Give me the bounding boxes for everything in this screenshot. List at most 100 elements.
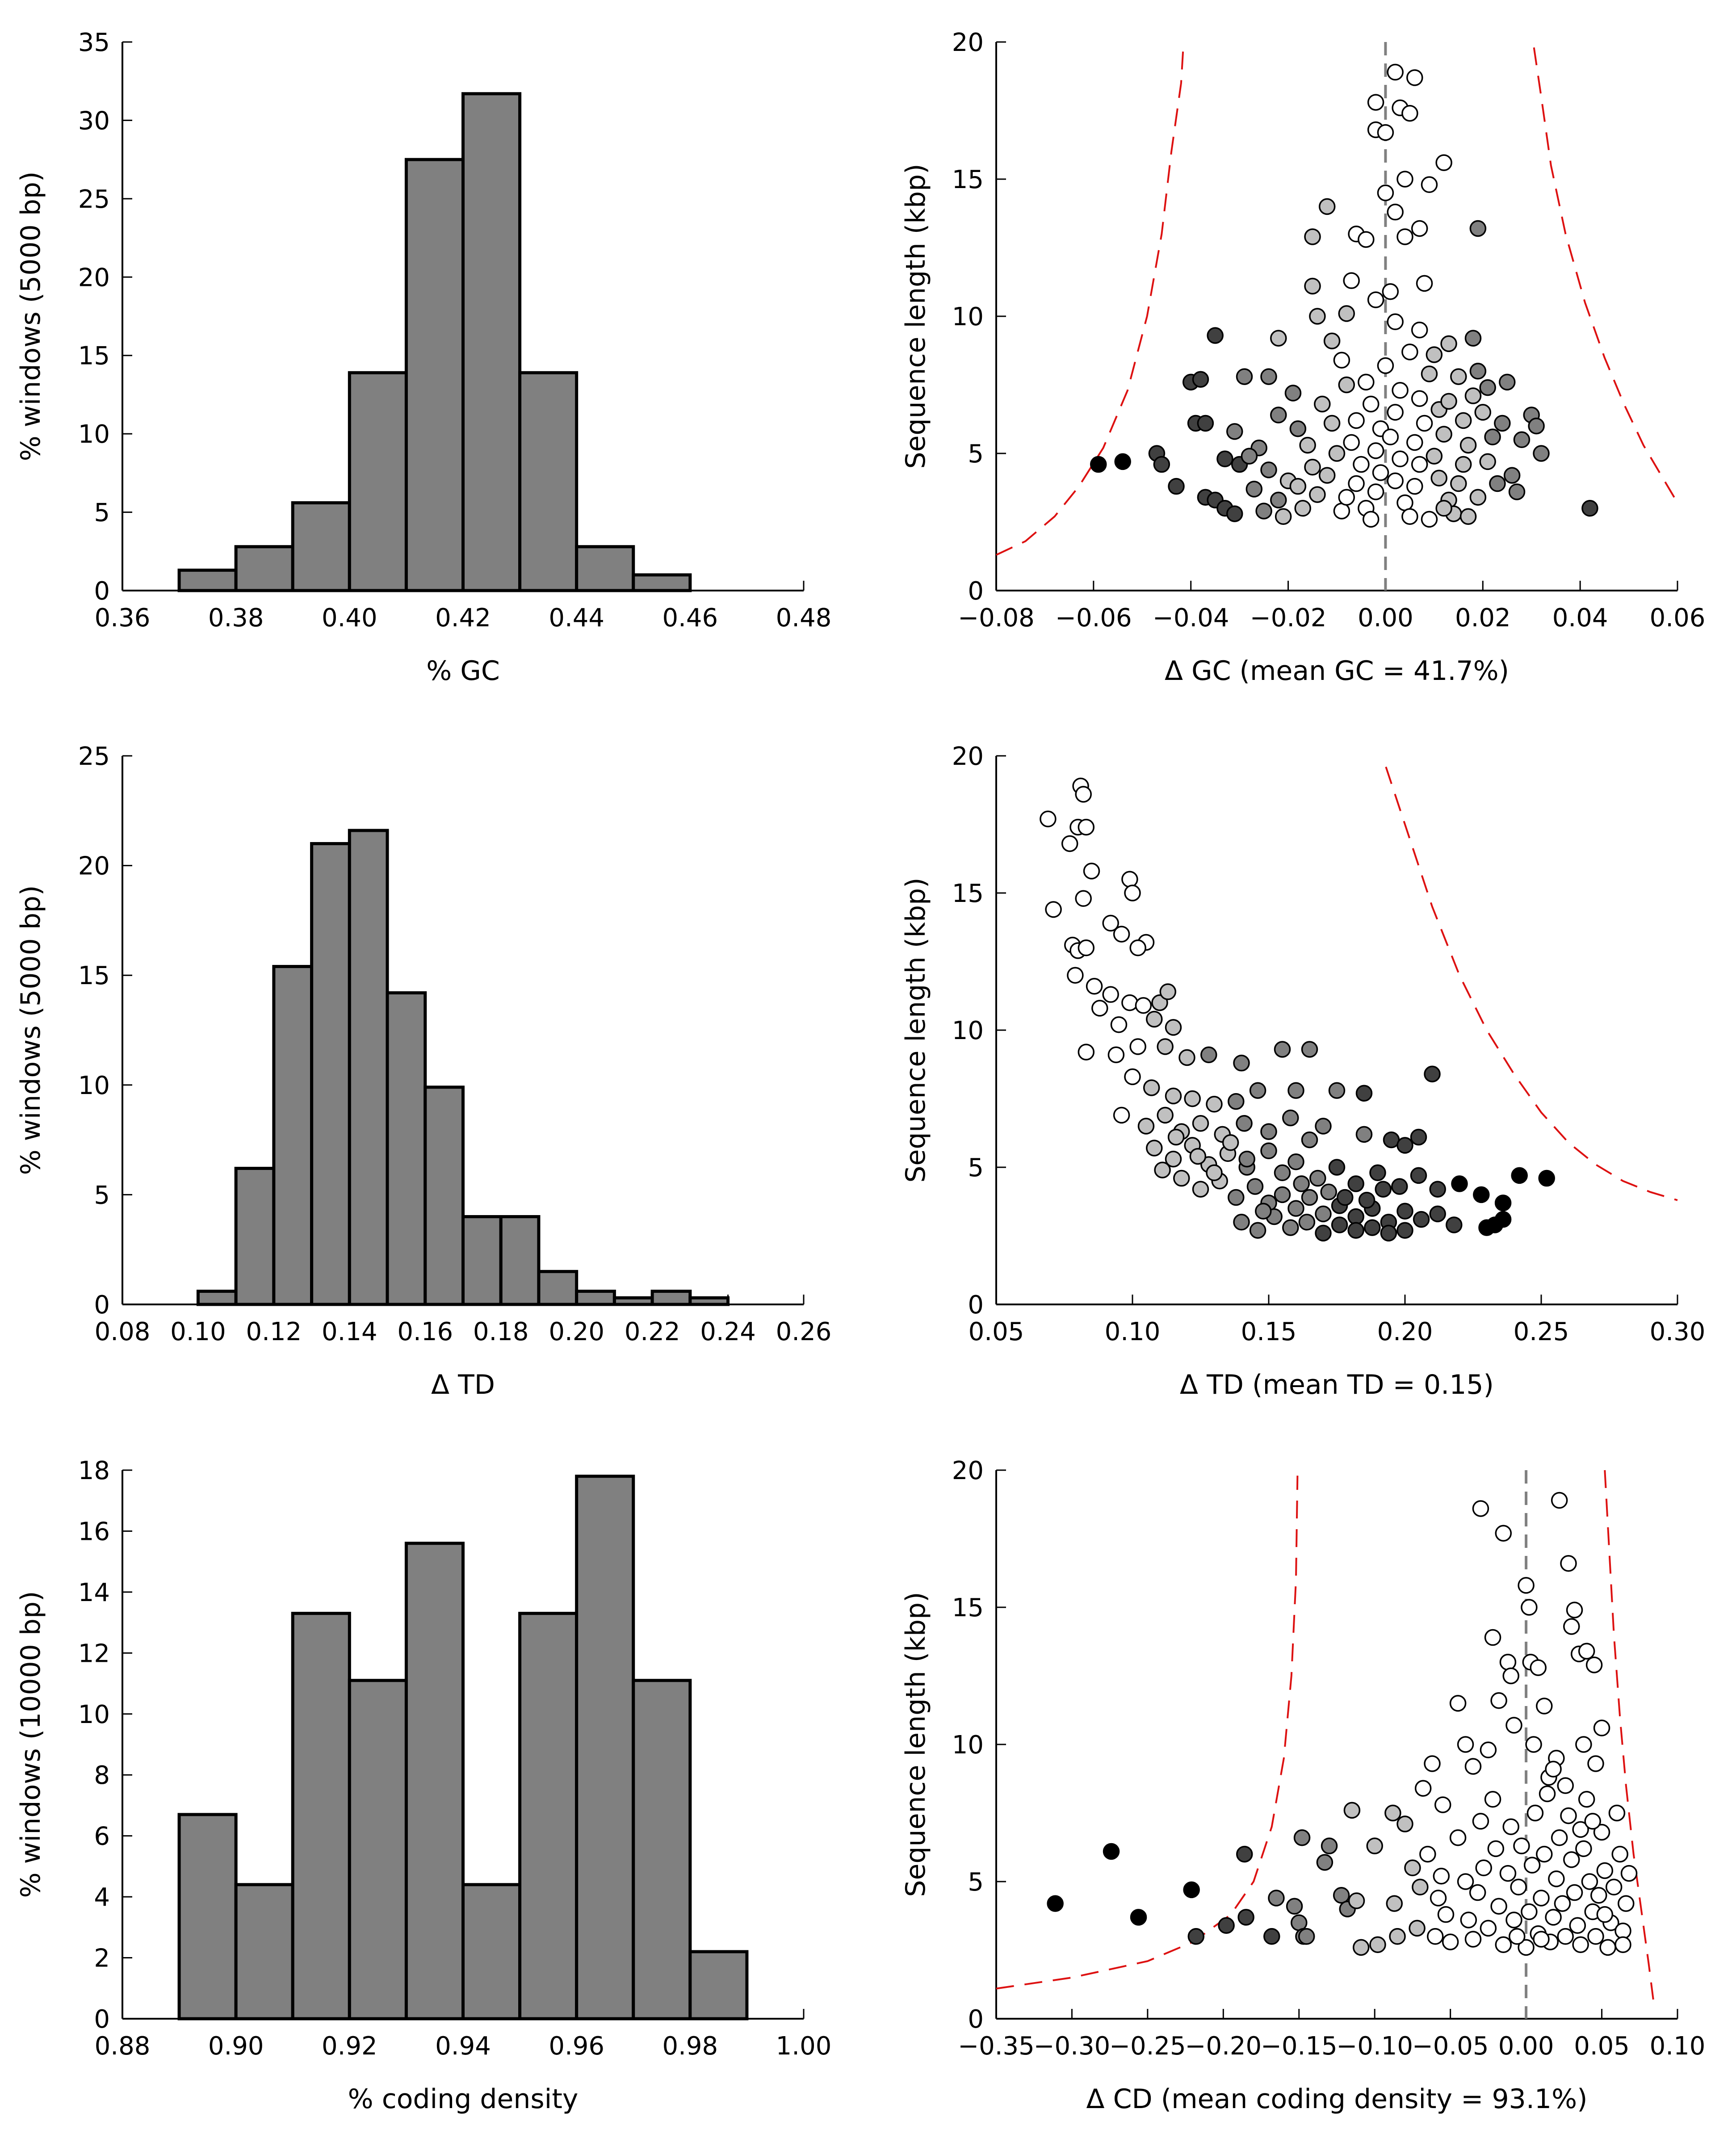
- y-tick-label: 0: [94, 577, 110, 606]
- x-tick-label: 0.18: [473, 1317, 529, 1346]
- scatter-point: [1502, 1818, 1519, 1835]
- scatter-point: [1494, 1195, 1512, 1212]
- scatter-point: [1045, 901, 1062, 918]
- scatter-point: [1347, 1175, 1364, 1192]
- scatter-point: [1206, 1096, 1223, 1113]
- scatter-point: [1495, 1525, 1512, 1542]
- scatter-point: [1469, 489, 1487, 506]
- scatter-point: [1581, 1873, 1598, 1890]
- scatter-point: [1505, 1912, 1522, 1928]
- scatter-point: [1228, 1093, 1245, 1110]
- y-tick-label: 0: [968, 2005, 984, 2034]
- y-tick-label: 10: [78, 1700, 110, 1729]
- scatter-point: [1075, 890, 1092, 907]
- scatter-point: [1396, 1203, 1413, 1220]
- scatter-point: [1078, 1044, 1095, 1061]
- scatter-point: [1554, 1895, 1571, 1912]
- histogram-bar: [404, 158, 465, 592]
- scatter-point: [1333, 352, 1350, 369]
- scatter-point: [1236, 1115, 1253, 1132]
- scatter-point: [1489, 475, 1506, 492]
- scatter-point: [1067, 967, 1084, 984]
- scatter-point: [1274, 1164, 1291, 1182]
- x-tick-label: 0.94: [435, 2032, 491, 2061]
- y-tick-label: 16: [78, 1517, 110, 1546]
- x-tick-label: 0.92: [322, 2032, 377, 2061]
- x-tick-label: 0.98: [662, 2032, 718, 2061]
- scatter-point: [1380, 1224, 1397, 1242]
- x-axis-label: Δ TD: [431, 1369, 495, 1400]
- histogram-bar: [177, 1813, 238, 2021]
- scatter-point: [1289, 478, 1307, 495]
- histogram-bar: [404, 1542, 465, 2021]
- scatter-point: [1401, 508, 1418, 525]
- x-tick-label: 0.10: [1650, 2032, 1706, 2061]
- y-tick-label: 15: [952, 1593, 984, 1622]
- y-tick-label: 20: [952, 28, 984, 57]
- panel-td-scatter: 0.05 0.10 0.15 0.20 0.25 0.30 0 5 10 15 20 Δ TD (me…: [900, 742, 1705, 1400]
- scatter-point: [1124, 885, 1141, 901]
- scatter-point: [1263, 1928, 1280, 1945]
- histogram-bar: [612, 1296, 654, 1306]
- boundary-curve-right: [1533, 47, 1678, 503]
- scatter-point: [1479, 379, 1496, 396]
- scatter-point: [1299, 436, 1316, 454]
- scatter-point: [1557, 1777, 1574, 1794]
- histogram-bar: [291, 501, 351, 592]
- scatter-point: [1107, 1046, 1125, 1064]
- scatter-point: [1369, 1936, 1386, 1953]
- histogram-bar: [575, 1475, 635, 2021]
- panel-cd-histogram: 0.88 0.90 0.92 0.94 0.96 0.98 1.00 0 2 4 6 8 10 12 14 1…: [15, 1456, 831, 2115]
- scatter-point: [1475, 1859, 1492, 1877]
- x-tick-label: 0.02: [1455, 604, 1511, 633]
- scatter-point: [1197, 415, 1214, 432]
- scatter-point: [1530, 1659, 1547, 1676]
- scatter-point: [1396, 494, 1413, 511]
- scatter-point: [1435, 500, 1452, 517]
- y-tick-label: 25: [78, 742, 110, 771]
- x-tick-label: 0.36: [95, 604, 151, 633]
- scatter-point: [1286, 1898, 1303, 1915]
- scatter-point: [1183, 1881, 1200, 1899]
- boundary-curve-left: [996, 1476, 1299, 1990]
- x-tick-label: −0.08: [958, 604, 1035, 633]
- scatter-point: [1596, 1906, 1614, 1923]
- scatter-point: [1412, 1878, 1429, 1896]
- scatter-point: [1599, 1939, 1616, 1956]
- scatter-point: [1406, 69, 1423, 86]
- scatter-point: [1560, 1555, 1577, 1572]
- x-tick-label: 0.25: [1514, 1317, 1569, 1346]
- x-tick-label: −0.30: [1034, 2032, 1111, 2061]
- scatter-point: [1457, 1736, 1474, 1753]
- y-tick-label: 10: [78, 1071, 110, 1100]
- scatter-point: [1533, 445, 1550, 462]
- scatter-point: [1338, 489, 1355, 506]
- x-tick-label: 0.30: [1650, 1317, 1706, 1346]
- scatter-point: [1315, 1118, 1332, 1135]
- x-tick-label: −0.04: [1153, 604, 1229, 633]
- scatter-point: [1270, 491, 1287, 509]
- histogram-bar: [632, 1679, 692, 2021]
- scatter-point: [1526, 1804, 1544, 1822]
- scatter-point: [1237, 1909, 1254, 1926]
- scatter-point: [1226, 505, 1243, 522]
- scatter-point: [1435, 154, 1452, 171]
- scatter-point: [1135, 997, 1152, 1014]
- scatter-point: [1121, 994, 1138, 1011]
- x-tick-label: 0.90: [208, 2032, 264, 2061]
- scatter-point: [1560, 1807, 1577, 1824]
- histogram-bar: [537, 1270, 579, 1306]
- scatter-point: [1464, 1931, 1482, 1948]
- scatter-point: [1518, 1939, 1535, 1956]
- scatter-point: [1503, 467, 1521, 484]
- scatter-point: [1437, 1906, 1455, 1923]
- scatter-point: [1584, 1813, 1601, 1830]
- scatter-point: [1137, 1118, 1155, 1135]
- scatter-point: [1369, 1164, 1386, 1182]
- scatter-point: [1061, 835, 1078, 852]
- scatter-point: [1114, 453, 1131, 470]
- scatter-point: [1513, 1837, 1530, 1854]
- scatter-point: [1401, 344, 1418, 361]
- histogram-bar: [424, 1086, 465, 1306]
- scatter-point: [1343, 1802, 1361, 1819]
